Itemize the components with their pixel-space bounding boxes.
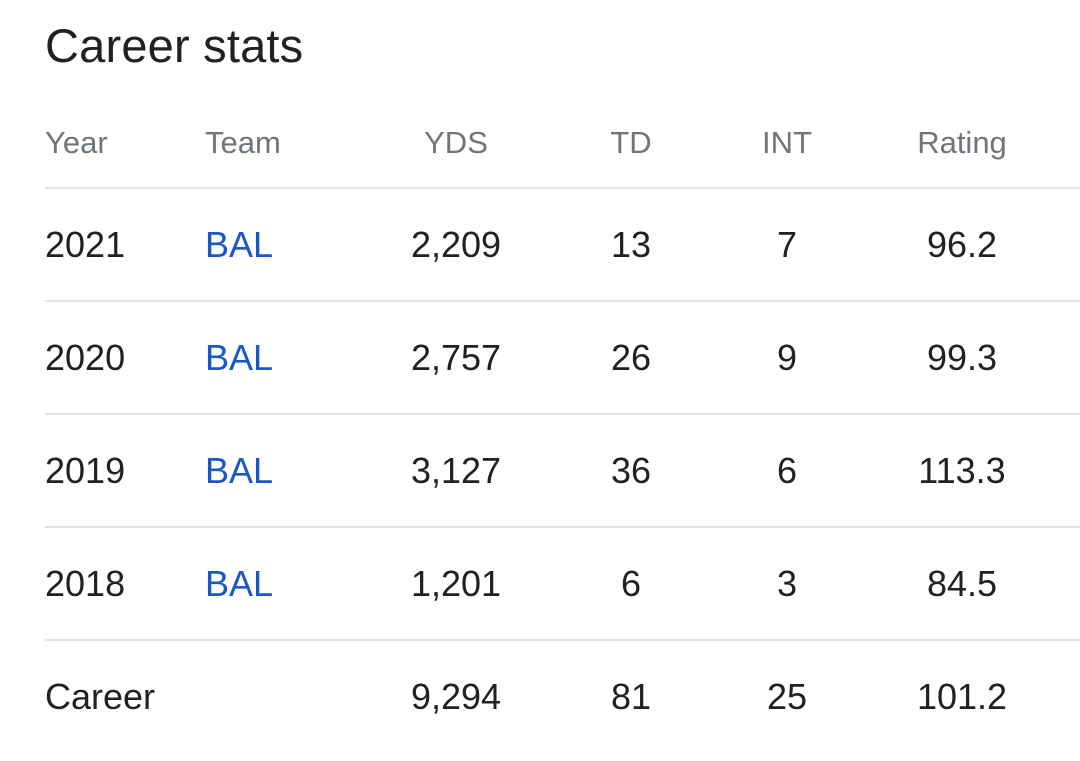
page-title: Career stats — [45, 19, 304, 72]
column-header-td: TD — [610, 125, 652, 160]
table-row: 2018 BAL 1,201 6 3 84.5 — [45, 528, 1080, 640]
int-cell: 7 — [776, 224, 798, 265]
yds-cell: 2,757 — [410, 337, 502, 378]
int-cell: 9 — [776, 337, 798, 378]
table-row: 2019 BAL 3,127 36 6 113.3 — [45, 415, 1080, 527]
row-divider — [45, 300, 1080, 302]
row-divider — [45, 187, 1080, 189]
year-cell: 2021 — [45, 224, 126, 265]
column-header-yds: YDS — [424, 125, 488, 160]
team-cell: BAL — [205, 528, 355, 640]
yds-cell: 3,127 — [410, 450, 502, 491]
team-link[interactable]: BAL — [205, 450, 274, 491]
rating-cell: 96.2 — [926, 224, 998, 265]
td-cell: 26 — [610, 337, 652, 378]
td-cell: 13 — [610, 224, 652, 265]
yds-cell: 9,294 — [410, 676, 502, 717]
td-cell: 81 — [610, 676, 652, 717]
yds-cell: 1,201 — [410, 563, 502, 604]
td-cell: 36 — [610, 450, 652, 491]
team-cell: BAL — [205, 415, 355, 527]
int-cell: 6 — [776, 450, 798, 491]
year-cell: 2019 — [45, 450, 126, 491]
int-cell: 3 — [776, 563, 798, 604]
column-header-team: Team — [205, 125, 281, 160]
column-header-int: INT — [762, 125, 812, 160]
table-header-row: Year Team YDS TD INT Rating — [45, 87, 1080, 199]
rating-cell: 101.2 — [916, 676, 1008, 717]
team-link[interactable]: BAL — [205, 224, 274, 265]
career-label: Career — [45, 676, 156, 717]
team-cell: BAL — [205, 189, 355, 301]
int-cell: 25 — [766, 676, 808, 717]
yds-cell: 2,209 — [410, 224, 502, 265]
year-cell: 2018 — [45, 563, 126, 604]
team-cell: BAL — [205, 302, 355, 414]
year-cell: 2020 — [45, 337, 126, 378]
rating-cell: 113.3 — [918, 450, 1006, 491]
rating-cell: 99.3 — [926, 337, 998, 378]
team-link[interactable]: BAL — [205, 563, 274, 604]
td-cell: 6 — [620, 563, 642, 604]
row-divider — [45, 639, 1080, 641]
rating-cell: 84.5 — [926, 563, 998, 604]
team-link[interactable]: BAL — [205, 337, 274, 378]
column-header-rating: Rating — [917, 125, 1007, 160]
row-divider — [45, 526, 1080, 528]
table-row: 2020 BAL 2,757 26 9 99.3 — [45, 302, 1080, 414]
career-total-row: Career 9,294 81 25 101.2 — [45, 641, 1080, 753]
row-divider — [45, 413, 1080, 415]
column-header-year: Year — [45, 125, 108, 160]
table-row: 2021 BAL 2,209 13 7 96.2 — [45, 189, 1080, 301]
